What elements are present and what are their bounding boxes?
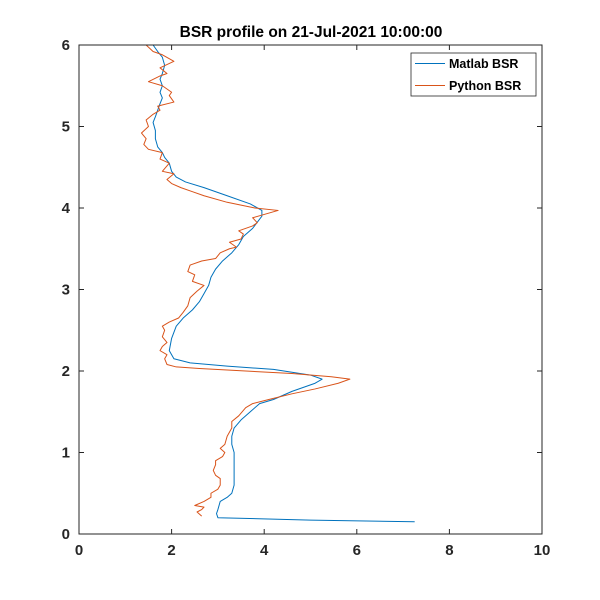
x-tick-label: 2 <box>167 542 175 559</box>
x-tick-label: 8 <box>445 542 453 559</box>
legend-label-matlab-bsr: Matlab BSR <box>449 57 518 71</box>
y-tick-label: 5 <box>62 119 70 136</box>
x-tick-label: 4 <box>260 542 269 559</box>
series-line-python-bsr <box>141 44 351 517</box>
x-tick-label: 0 <box>75 542 83 559</box>
y-tick-label: 4 <box>62 200 71 217</box>
x-tick-label: 6 <box>353 542 361 559</box>
y-tick-label: 3 <box>62 282 70 299</box>
legend-label-python-bsr: Python BSR <box>449 79 521 93</box>
legend: Matlab BSR Python BSR <box>410 52 537 97</box>
tick-label-layer: 0 2 4 6 8 10 0 1 2 3 4 5 6 <box>62 37 551 559</box>
series-line-matlab-bsr <box>152 44 415 523</box>
tick-layer <box>78 44 543 535</box>
chart-title: BSR profile on 21-Jul-2021 10:00:00 <box>180 24 443 41</box>
legend-box <box>410 52 537 97</box>
y-tick-label: 1 <box>62 445 70 462</box>
plot-area <box>79 45 542 534</box>
series-layer <box>141 44 415 523</box>
y-tick-label: 2 <box>62 363 70 380</box>
x-tick-label: 10 <box>534 542 551 559</box>
y-tick-label: 6 <box>62 37 70 54</box>
y-tick-label: 0 <box>62 526 70 543</box>
